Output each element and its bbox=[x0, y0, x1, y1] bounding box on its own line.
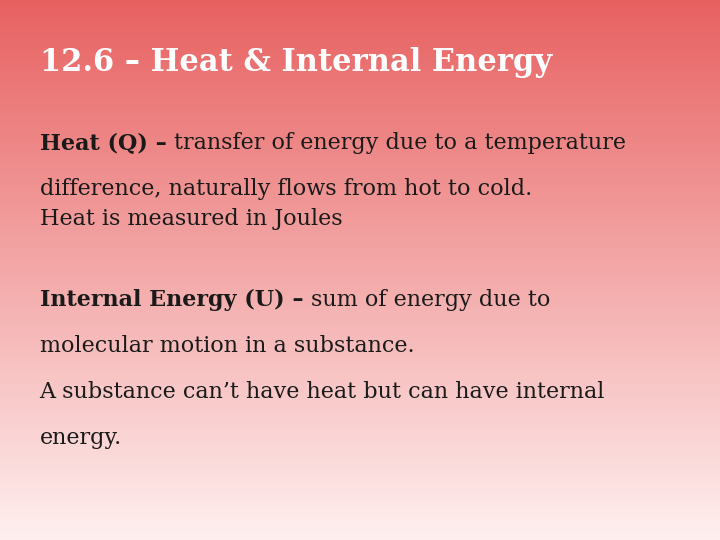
Text: sum of energy due to: sum of energy due to bbox=[311, 289, 550, 311]
Text: A substance can’t have heat but can have internal: A substance can’t have heat but can have… bbox=[40, 381, 605, 403]
Text: difference, naturally flows from hot to cold.: difference, naturally flows from hot to … bbox=[40, 178, 532, 200]
Text: energy.: energy. bbox=[40, 427, 122, 449]
Text: Heat (Q) –: Heat (Q) – bbox=[40, 132, 174, 154]
Text: transfer of energy due to a temperature: transfer of energy due to a temperature bbox=[174, 132, 626, 154]
Text: 12.6 – Heat & Internal Energy: 12.6 – Heat & Internal Energy bbox=[40, 46, 552, 78]
Text: Heat is measured in Joules: Heat is measured in Joules bbox=[40, 208, 342, 230]
Text: molecular motion in a substance.: molecular motion in a substance. bbox=[40, 335, 414, 357]
Text: Internal Energy (U) –: Internal Energy (U) – bbox=[40, 289, 311, 311]
